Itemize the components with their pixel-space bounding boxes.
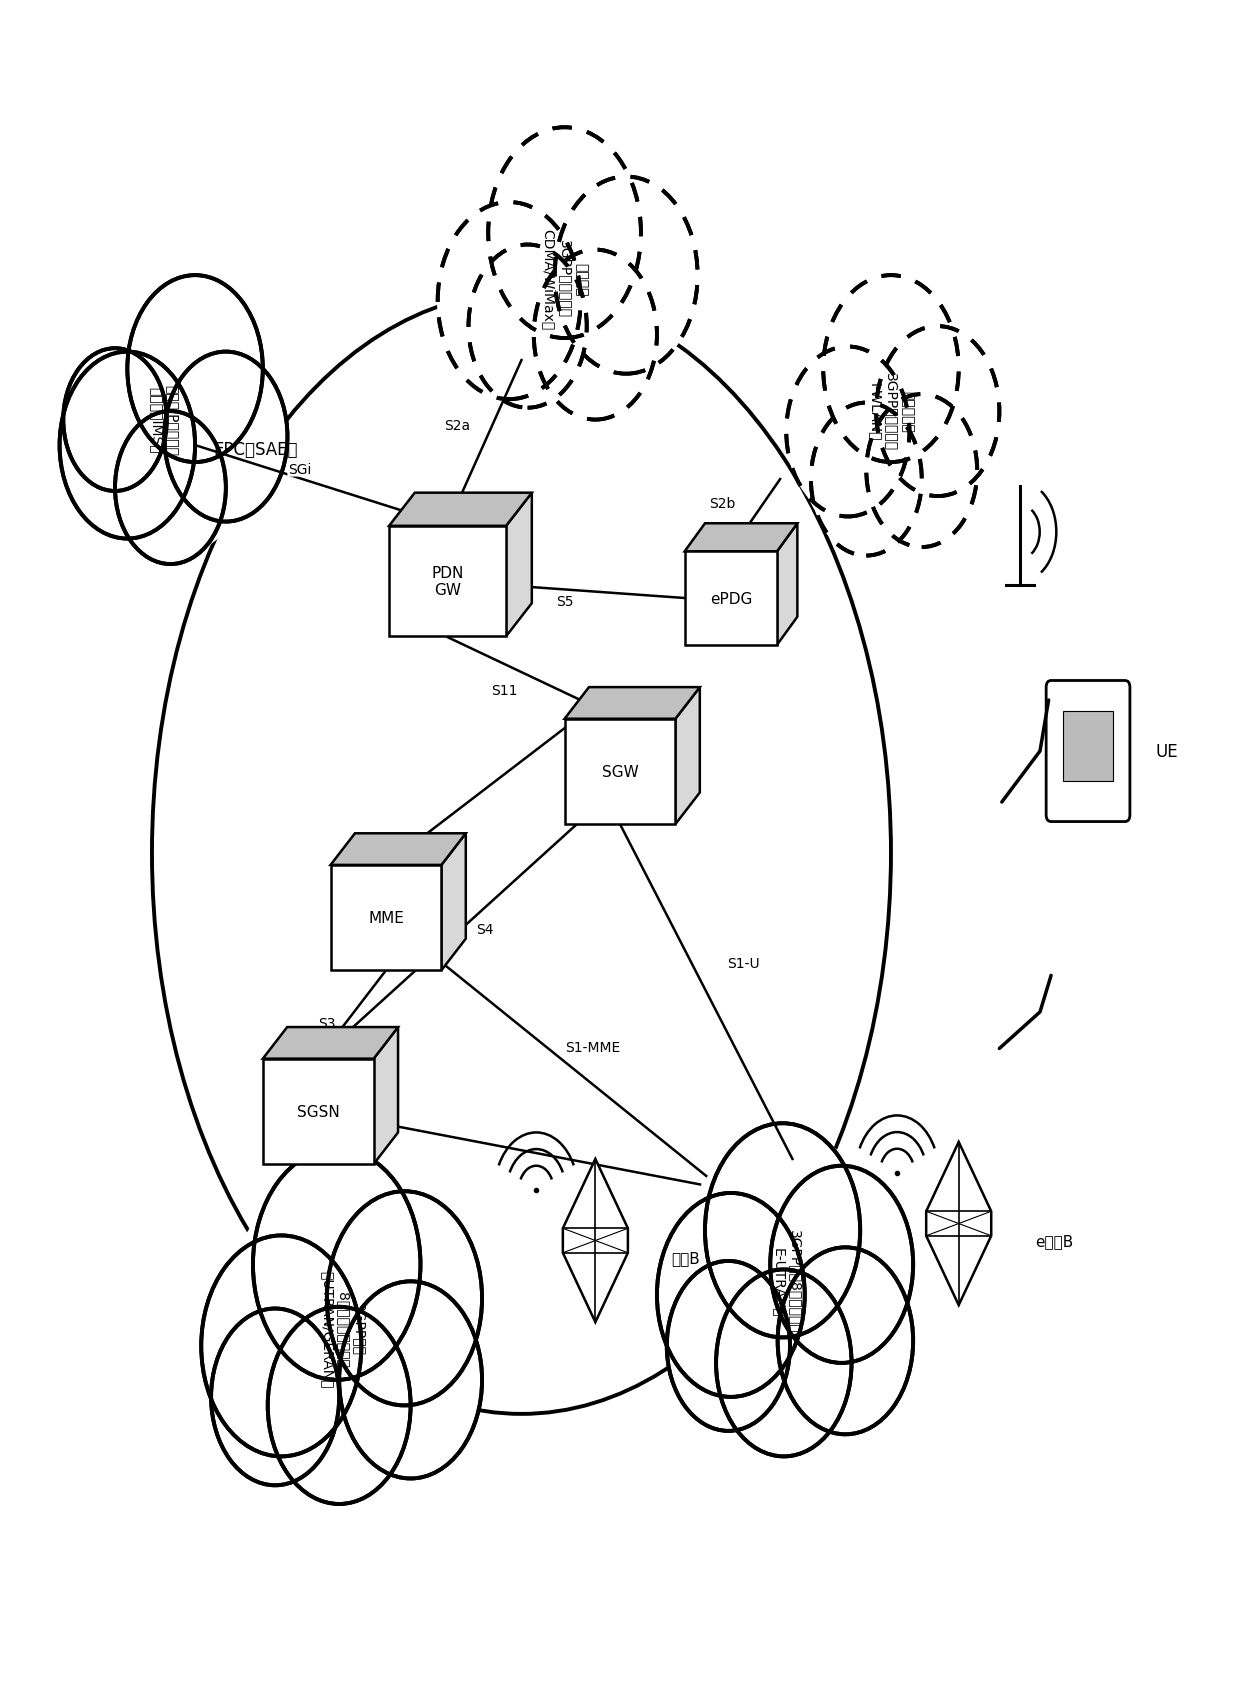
Circle shape — [786, 347, 909, 517]
Circle shape — [164, 352, 288, 522]
Circle shape — [877, 328, 999, 497]
Circle shape — [533, 251, 657, 420]
Circle shape — [63, 348, 166, 492]
Circle shape — [706, 1123, 861, 1338]
Circle shape — [115, 411, 226, 565]
Circle shape — [489, 128, 641, 338]
Polygon shape — [389, 526, 506, 637]
Text: SGSN: SGSN — [296, 1104, 340, 1120]
Text: ePDG: ePDG — [709, 591, 751, 606]
Text: S1-MME: S1-MME — [565, 1040, 620, 1055]
Circle shape — [667, 1261, 790, 1430]
Polygon shape — [787, 277, 999, 556]
Circle shape — [268, 1308, 410, 1504]
Polygon shape — [439, 128, 698, 420]
Polygon shape — [684, 524, 797, 551]
Text: S5: S5 — [556, 596, 573, 609]
Polygon shape — [926, 1142, 991, 1306]
Circle shape — [554, 178, 698, 374]
Circle shape — [128, 277, 263, 463]
Circle shape — [770, 1166, 913, 1364]
Text: PDN
GW: PDN GW — [432, 565, 464, 597]
Text: 可靠的非
3GPP接入（例如
CDMA/WiMax）: 可靠的非 3GPP接入（例如 CDMA/WiMax） — [542, 229, 588, 329]
Text: S11: S11 — [491, 683, 517, 698]
Polygon shape — [202, 1149, 482, 1504]
Circle shape — [469, 246, 587, 408]
Text: SGi: SGi — [288, 463, 311, 476]
Circle shape — [823, 277, 959, 463]
Polygon shape — [441, 833, 466, 971]
FancyBboxPatch shape — [1047, 681, 1130, 823]
Text: 3GPP版本
8之前的接入（例如
，UTRAN/GERAN）: 3GPP版本 8之前的接入（例如 ，UTRAN/GERAN） — [320, 1270, 366, 1388]
Circle shape — [253, 1149, 420, 1379]
Text: S2b: S2b — [709, 497, 735, 510]
Polygon shape — [506, 493, 532, 637]
Polygon shape — [389, 493, 532, 526]
Text: EPC（SAE）: EPC（SAE） — [213, 440, 298, 459]
Text: S3: S3 — [319, 1016, 336, 1031]
Text: 节点B: 节点B — [672, 1250, 701, 1265]
Circle shape — [327, 1191, 482, 1405]
Polygon shape — [331, 865, 441, 971]
Polygon shape — [564, 719, 676, 824]
Circle shape — [438, 203, 580, 399]
Polygon shape — [61, 277, 288, 565]
Circle shape — [811, 403, 921, 556]
Ellipse shape — [153, 294, 892, 1413]
Circle shape — [867, 394, 977, 548]
Polygon shape — [564, 688, 699, 719]
Polygon shape — [676, 688, 699, 824]
Circle shape — [715, 1270, 852, 1456]
Text: S4: S4 — [476, 923, 494, 937]
Circle shape — [211, 1309, 340, 1485]
Circle shape — [60, 352, 195, 539]
Text: S1-U: S1-U — [727, 958, 759, 971]
Circle shape — [340, 1282, 482, 1478]
Text: SGW: SGW — [601, 765, 639, 780]
Polygon shape — [263, 1058, 373, 1164]
Polygon shape — [331, 833, 466, 865]
Polygon shape — [777, 524, 797, 645]
Circle shape — [777, 1248, 913, 1434]
Text: MME: MME — [368, 910, 404, 925]
Text: 3GPP版本8接入（例如
E-UTRAN）: 3GPP版本8接入（例如 E-UTRAN） — [771, 1229, 801, 1333]
Text: e节点B: e节点B — [1035, 1232, 1074, 1248]
Circle shape — [201, 1236, 361, 1456]
Bar — [1063, 712, 1114, 782]
Circle shape — [657, 1193, 805, 1396]
Polygon shape — [684, 551, 777, 645]
Polygon shape — [658, 1123, 913, 1456]
Polygon shape — [263, 1028, 398, 1058]
Text: 运营商IP服务网络
（例如，IMS）: 运营商IP服务网络 （例如，IMS） — [149, 384, 180, 456]
Text: UE: UE — [1156, 743, 1178, 761]
Polygon shape — [563, 1159, 627, 1323]
Text: 不可靠的非
3GPP接入（例如
I-WLAN）: 不可靠的非 3GPP接入（例如 I-WLAN） — [868, 372, 914, 451]
Text: S2a: S2a — [444, 418, 470, 432]
Polygon shape — [373, 1028, 398, 1164]
